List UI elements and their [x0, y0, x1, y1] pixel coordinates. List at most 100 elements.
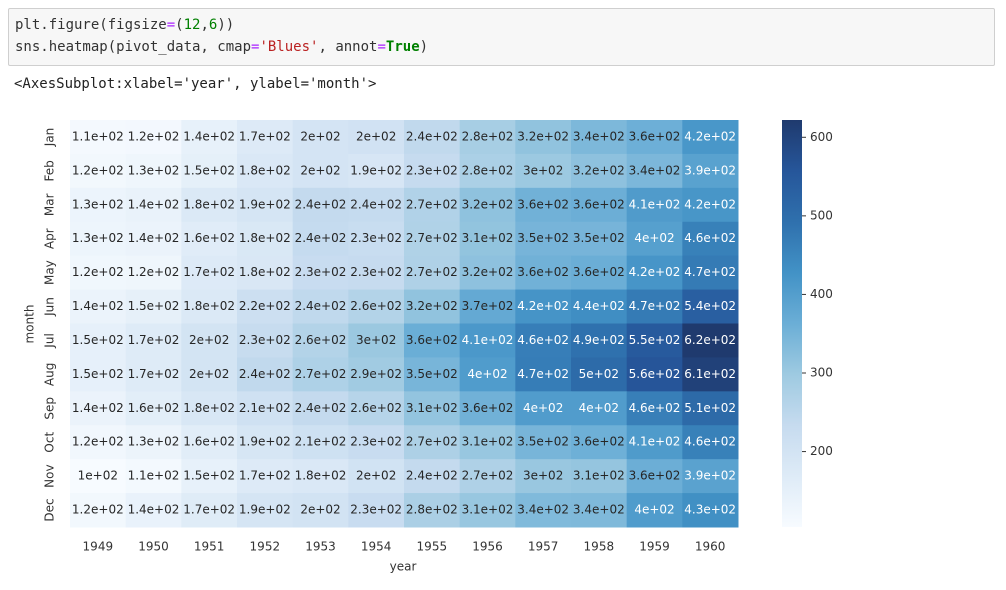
heatmap-cell: [70, 323, 127, 358]
heatmap-cell: [70, 357, 127, 392]
x-tick-label: 1956: [472, 540, 503, 554]
heatmap-cell: [292, 289, 349, 324]
heatmap-cell: [404, 459, 461, 494]
heatmap-cell: [181, 221, 238, 257]
cell-annotation: 1.7e+02: [128, 333, 180, 347]
heatmap-cell: [70, 153, 127, 189]
heatmap-cell: [404, 289, 461, 324]
heatmap-cell: [682, 357, 739, 392]
cell-annotation: 1.2e+02: [72, 163, 124, 177]
heatmap-cell: [515, 391, 572, 426]
cell-annotation: 1.4e+02: [128, 197, 180, 211]
cell-annotation: 2.7e+02: [406, 435, 458, 449]
cell-annotation: 2.8e+02: [462, 163, 514, 177]
code-token: =: [251, 39, 260, 55]
heatmap-cell: [125, 153, 182, 189]
heatmap-cell: [292, 493, 349, 528]
x-tick-label: 1950: [138, 540, 169, 554]
cell-annotation: 2.9e+02: [350, 367, 402, 381]
cell-annotation: 1.1e+02: [128, 469, 180, 483]
cell-annotation: 3.4e+02: [573, 503, 625, 517]
cell-annotation: 1.7e+02: [183, 503, 235, 517]
cell-annotation: 1.4e+02: [128, 231, 180, 245]
cell-annotation: 5.1e+02: [684, 401, 736, 415]
heatmap-cell: [571, 425, 628, 460]
cell-annotation: 1.6e+02: [183, 435, 235, 449]
cell-annotation: 1.7e+02: [128, 367, 180, 381]
heatmap-cell: [404, 391, 461, 426]
cell-annotation: 1.5e+02: [72, 333, 124, 347]
cell-annotation: 2.1e+02: [295, 435, 347, 449]
cell-annotation: 1.4e+02: [72, 401, 124, 415]
heatmap-cell: [459, 153, 516, 189]
code-token: =: [166, 17, 176, 33]
cell-annotation: 2.4e+02: [295, 231, 347, 245]
cell-output: <AxesSubplot:xlabel='year', ylabel='mont…: [14, 76, 377, 92]
x-tick-label: 1958: [584, 540, 615, 554]
heatmap-cell: [181, 425, 238, 460]
cell-annotation: 2.8e+02: [406, 503, 458, 517]
heatmap-cell: [682, 391, 739, 426]
heatmap-cell: [292, 153, 349, 189]
heatmap-cell: [626, 187, 683, 223]
heatmap-cell: [571, 289, 628, 324]
heatmap-cell: [571, 357, 628, 392]
cell-annotation: 3.9e+02: [684, 163, 736, 177]
heatmap-cell: [459, 221, 516, 257]
cell-annotation: 1.5e+02: [183, 163, 235, 177]
heatmap-cell: [237, 425, 294, 460]
heatmap-cell: [348, 120, 405, 155]
x-tick-label: 1949: [83, 540, 114, 554]
heatmap-cell: [626, 221, 683, 257]
cell-annotation: 2.3e+02: [239, 333, 291, 347]
cell-annotation: 1.4e+02: [72, 299, 124, 313]
y-tick-label: May: [43, 260, 57, 285]
cell-annotation: 1.3e+02: [72, 231, 124, 245]
heatmap-cell: [626, 323, 683, 358]
colorbar: [782, 120, 802, 527]
cell-annotation: 3.6e+02: [573, 197, 625, 211]
heatmap-cell: [237, 493, 294, 528]
cell-annotation: 3.2e+02: [462, 197, 514, 211]
heatmap-cell: [70, 459, 127, 494]
cell-annotation: 2.4e+02: [295, 401, 347, 415]
code-token: )): [217, 17, 235, 33]
cell-annotation: 1.9e+02: [350, 163, 402, 177]
cell-annotation: 6.2e+02: [684, 333, 736, 347]
code-line: sns.heatmap(pivot_data, cmap='Blues', an…: [15, 39, 428, 55]
y-tick-label: Feb: [43, 160, 57, 181]
heatmap-cell: [70, 187, 127, 223]
cell-annotation: 3.5e+02: [406, 367, 458, 381]
cell-annotation: 4.1e+02: [629, 197, 681, 211]
heatmap-cell: [682, 425, 739, 460]
heatmap-cell: [459, 187, 516, 223]
heatmap-cell: [626, 493, 683, 528]
heatmap-cell: [292, 459, 349, 494]
colorbar-tick-label: 600: [810, 130, 833, 144]
heatmap-cell: [125, 289, 182, 324]
cell-annotation: 3.6e+02: [573, 435, 625, 449]
heatmap-cell: [348, 221, 405, 257]
cell-annotation: 4.6e+02: [517, 333, 569, 347]
code-cell[interactable]: plt.figure(figsize=(12,6)) sns.heatmap(pi…: [8, 8, 995, 66]
cell-annotation: 4e+02: [523, 401, 563, 415]
heatmap-cell: [125, 425, 182, 460]
heatmap-cell: [459, 493, 516, 528]
code-token: plt.figure(figsize: [15, 17, 167, 33]
heatmap-cell: [459, 425, 516, 460]
cell-annotation: 1.5e+02: [72, 367, 124, 381]
cell-annotation: 1.5e+02: [183, 469, 235, 483]
cell-annotation: 2e+02: [300, 503, 340, 517]
cell-annotation: 2.4e+02: [406, 129, 458, 143]
cell-annotation: 2e+02: [356, 469, 396, 483]
cell-annotation: 2.6e+02: [295, 333, 347, 347]
heatmap-cell: [682, 323, 739, 358]
cell-annotation: 2e+02: [300, 163, 340, 177]
x-tick-label: 1957: [528, 540, 559, 554]
cell-annotation: 4e+02: [634, 503, 674, 517]
code-token: ,: [200, 17, 209, 33]
cell-annotation: 1.1e+02: [72, 129, 124, 143]
heatmap-cell: [125, 187, 182, 223]
heatmap-cell: [348, 459, 405, 494]
